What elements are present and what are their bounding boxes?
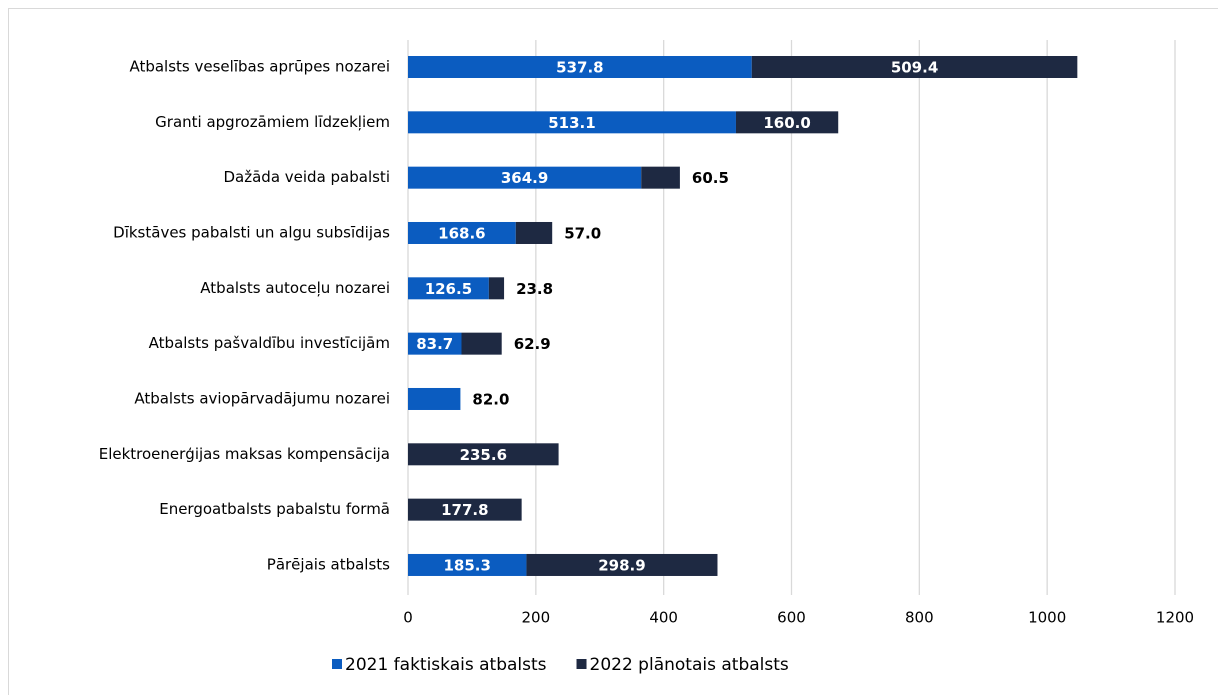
y-tick-label: Atbalsts aviopārvadājumu nozarei <box>134 389 390 407</box>
x-tick-label: 1000 <box>1028 609 1066 627</box>
data-label: 168.6 <box>438 224 485 242</box>
data-label: 298.9 <box>598 556 645 574</box>
bar <box>461 333 501 355</box>
x-tick-label: 800 <box>905 609 934 627</box>
y-tick-label: Elektroenerģijas maksas kompensācija <box>99 445 390 463</box>
y-tick-label: Granti apgrozāmiem līdzekļiem <box>155 113 390 131</box>
data-label: 160.0 <box>763 114 810 132</box>
x-tick-label: 600 <box>777 609 806 627</box>
data-label: 364.9 <box>501 169 548 187</box>
y-tick-label: Atbalsts pašvaldību investīcijām <box>149 334 390 352</box>
data-label: 235.6 <box>460 446 507 464</box>
data-label: 82.0 <box>472 390 509 408</box>
legend-swatch <box>577 659 587 669</box>
y-tick-label: Atbalsts veselības aprūpes nozarei <box>129 58 390 76</box>
data-label: 509.4 <box>891 59 938 77</box>
y-tick-label: Pārējais atbalsts <box>267 555 390 573</box>
data-label: 62.9 <box>514 335 551 353</box>
data-label: 185.3 <box>443 556 490 574</box>
x-tick-label: 0 <box>403 609 413 627</box>
x-tick-label: 400 <box>649 609 678 627</box>
data-label: 126.5 <box>425 280 472 298</box>
x-tick-label: 200 <box>522 609 551 627</box>
x-tick-label: 1200 <box>1156 609 1194 627</box>
bar <box>489 277 504 299</box>
legend-label: 2021 faktiskais atbalsts <box>345 655 547 675</box>
data-label: 60.5 <box>692 169 729 187</box>
bar <box>641 167 680 189</box>
y-tick-label: Energoatbalsts pabalstu formā <box>159 500 390 518</box>
data-label: 83.7 <box>416 335 453 353</box>
bar <box>408 388 460 410</box>
legend-swatch <box>332 659 342 669</box>
data-label: 513.1 <box>548 114 595 132</box>
data-label: 537.8 <box>556 59 603 77</box>
data-label: 177.8 <box>441 501 488 519</box>
y-tick-label: Dažāda veida pabalsti <box>223 168 390 186</box>
y-tick-label: Atbalsts autoceļu nozarei <box>200 279 390 297</box>
bar <box>516 222 552 244</box>
data-label: 23.8 <box>516 280 553 298</box>
data-label: 57.0 <box>564 224 601 242</box>
y-tick-label: Dīkstāves pabalsti un algu subsīdijas <box>113 223 390 241</box>
legend-label: 2022 plānotais atbalsts <box>590 655 789 675</box>
